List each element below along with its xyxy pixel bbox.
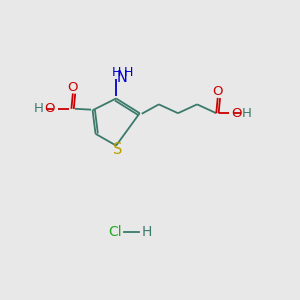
Text: N: N	[117, 70, 128, 86]
Text: H: H	[124, 66, 133, 80]
Text: H: H	[242, 107, 252, 120]
Text: H: H	[34, 102, 44, 115]
Text: O: O	[212, 85, 223, 98]
Text: O: O	[45, 102, 55, 115]
Text: S: S	[113, 142, 122, 157]
Text: O: O	[232, 107, 242, 120]
Text: H: H	[112, 66, 121, 80]
Text: Cl: Cl	[108, 225, 122, 239]
Text: H: H	[141, 225, 152, 239]
Text: O: O	[68, 81, 78, 94]
